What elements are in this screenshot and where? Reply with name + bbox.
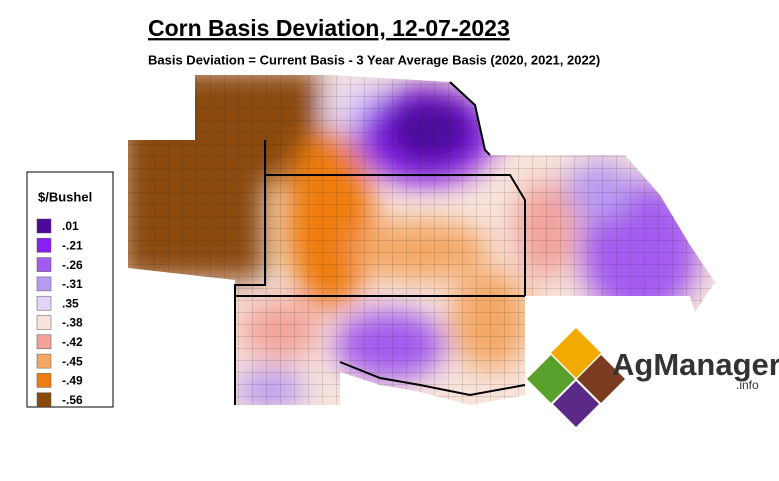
legend-swatch [36, 392, 52, 407]
legend-label: -.38 [62, 316, 83, 330]
legend: .01 -.21 -.26 -.31 .35 -.38 -.42 -.45 -.49 -.56 [36, 218, 83, 407]
logo: AgManager .info [527, 328, 779, 427]
title: Corn Basis Deviation, 12-07-2023 [148, 15, 510, 41]
legend-label: -.42 [62, 335, 83, 349]
legend-label: -.21 [62, 238, 83, 252]
legend-label: -.49 [62, 374, 83, 388]
logo-name: AgManager [612, 347, 779, 382]
legend-swatch [36, 373, 52, 388]
legend-label: -.56 [62, 393, 83, 407]
legend-swatch [36, 315, 52, 330]
legend-swatch [36, 353, 52, 369]
legend-swatch [36, 334, 52, 350]
legend-label: .35 [62, 296, 79, 310]
legend-title: $/Bushel [38, 189, 92, 204]
logo-suffix: .info [736, 378, 759, 392]
legend-swatch [36, 257, 52, 272]
legend-swatch [36, 218, 52, 234]
state-borders [234, 81, 526, 405]
legend-label: -.26 [62, 258, 83, 272]
legend-label: -.45 [62, 354, 83, 368]
legend-label: .01 [62, 219, 79, 233]
legend-swatch [36, 238, 52, 253]
legend-swatch [36, 276, 52, 292]
subtitle: Basis Deviation = Current Basis - 3 Year… [148, 52, 600, 67]
legend-swatch [36, 295, 52, 311]
legend-label: -.31 [62, 277, 83, 291]
